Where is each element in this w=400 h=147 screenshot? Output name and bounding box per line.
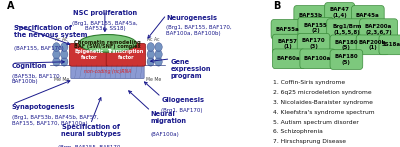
Text: SS18a: SS18a bbox=[382, 42, 400, 47]
Text: 7. Hirschsprung Disease: 7. Hirschsprung Disease bbox=[273, 139, 346, 144]
Ellipse shape bbox=[79, 35, 136, 52]
FancyBboxPatch shape bbox=[379, 35, 400, 55]
Text: Ac Ac: Ac Ac bbox=[147, 37, 160, 42]
Ellipse shape bbox=[147, 57, 154, 66]
Ellipse shape bbox=[60, 50, 68, 59]
Text: Epigenetic
factor: Epigenetic factor bbox=[74, 49, 104, 60]
Text: 2. 6q25 microdeletion syndrome: 2. 6q25 microdeletion syndrome bbox=[273, 90, 371, 95]
Text: Chromatin remodeling: Chromatin remodeling bbox=[74, 40, 141, 45]
FancyBboxPatch shape bbox=[272, 34, 302, 54]
Text: non-coding (nc)RNA: non-coding (nc)RNA bbox=[84, 69, 131, 74]
Ellipse shape bbox=[155, 57, 162, 66]
Text: Gliogenesis: Gliogenesis bbox=[161, 97, 204, 103]
Text: BAF200b
(1): BAF200b (1) bbox=[359, 40, 386, 50]
Ellipse shape bbox=[155, 50, 162, 59]
Text: Transcription
factor: Transcription factor bbox=[108, 49, 144, 60]
Text: Gene
expression
program: Gene expression program bbox=[170, 59, 211, 79]
Text: (Brg1, BAF155, BAF45a,
BAF53a, SS18): (Brg1, BAF155, BAF45a, BAF53a, SS18) bbox=[72, 21, 138, 31]
Text: (BAF155, BAF170): (BAF155, BAF170) bbox=[14, 46, 64, 51]
Text: (BAF100a): (BAF100a) bbox=[151, 132, 180, 137]
Text: BAF200a
(2,3,6,7): BAF200a (2,3,6,7) bbox=[365, 24, 392, 35]
Text: 6. Schizophrenia: 6. Schizophrenia bbox=[273, 129, 322, 134]
Text: BAF155
(2): BAF155 (2) bbox=[304, 23, 328, 33]
Text: (BAF53b, BAF170,
BAF100b): (BAF53b, BAF170, BAF100b) bbox=[12, 74, 61, 84]
Text: 3. Nicolaides-Baraister syndrome: 3. Nicolaides-Baraister syndrome bbox=[273, 100, 372, 105]
Ellipse shape bbox=[53, 57, 60, 66]
FancyBboxPatch shape bbox=[298, 17, 333, 39]
Text: A: A bbox=[7, 1, 14, 11]
Text: Synapotogenesis: Synapotogenesis bbox=[12, 104, 75, 110]
FancyBboxPatch shape bbox=[271, 20, 304, 39]
Text: NSC proliferation: NSC proliferation bbox=[73, 10, 137, 16]
Ellipse shape bbox=[147, 50, 154, 59]
Text: 5. Autism spectrum disorder: 5. Autism spectrum disorder bbox=[273, 120, 358, 125]
Ellipse shape bbox=[155, 43, 162, 51]
FancyBboxPatch shape bbox=[300, 49, 335, 69]
Text: (Brm, BAF155, BAF170,
BAF100a, BAF100b): (Brm, BAF155, BAF170, BAF100a, BAF100b) bbox=[58, 145, 122, 147]
FancyBboxPatch shape bbox=[327, 19, 368, 40]
Text: Me Me: Me Me bbox=[146, 77, 161, 82]
Text: Neural
migration: Neural migration bbox=[151, 111, 187, 124]
Text: Ac Ac: Ac Ac bbox=[55, 37, 68, 42]
Text: BAF180
(5): BAF180 (5) bbox=[334, 40, 358, 50]
Ellipse shape bbox=[53, 50, 60, 59]
Text: Cognition: Cognition bbox=[12, 63, 47, 69]
Text: Specification of
neural subtypes: Specification of neural subtypes bbox=[60, 124, 120, 137]
FancyBboxPatch shape bbox=[294, 6, 326, 25]
FancyBboxPatch shape bbox=[352, 6, 384, 25]
FancyBboxPatch shape bbox=[325, 3, 355, 22]
Text: Me Me: Me Me bbox=[54, 77, 69, 82]
Text: Brg1/Brm
(1,5,5,8): Brg1/Brm (1,5,5,8) bbox=[332, 24, 362, 35]
Ellipse shape bbox=[60, 57, 68, 66]
FancyBboxPatch shape bbox=[106, 43, 146, 66]
Text: BAF (SWI/SNF) complex: BAF (SWI/SNF) complex bbox=[74, 44, 141, 49]
Text: 1. Coffin-Siris syndrome: 1. Coffin-Siris syndrome bbox=[273, 80, 345, 85]
Text: 4. Kleefstra's syndrome spectrum: 4. Kleefstra's syndrome spectrum bbox=[273, 110, 374, 115]
Text: BAF55a: BAF55a bbox=[276, 27, 299, 32]
Ellipse shape bbox=[60, 43, 68, 51]
Text: Neurogenesis: Neurogenesis bbox=[166, 15, 218, 21]
Text: BAF60a: BAF60a bbox=[277, 56, 300, 61]
FancyBboxPatch shape bbox=[360, 19, 398, 40]
Text: BAF47
(1,4): BAF47 (1,4) bbox=[330, 7, 350, 18]
FancyBboxPatch shape bbox=[356, 35, 389, 55]
Text: BAF180
(5): BAF180 (5) bbox=[334, 54, 358, 65]
Text: BAF57
(1): BAF57 (1) bbox=[278, 39, 298, 49]
Ellipse shape bbox=[53, 43, 60, 51]
Text: (Brg1, BAF155, BAF170,
BAF100a, BAF100b): (Brg1, BAF155, BAF170, BAF100a, BAF100b) bbox=[166, 25, 232, 36]
Text: BAF100a: BAF100a bbox=[304, 56, 331, 61]
Text: (Brg1, BAF170): (Brg1, BAF170) bbox=[161, 108, 203, 113]
FancyBboxPatch shape bbox=[272, 49, 305, 69]
Text: B: B bbox=[273, 1, 280, 11]
Text: BAF45a: BAF45a bbox=[356, 13, 380, 18]
FancyBboxPatch shape bbox=[330, 35, 363, 55]
FancyBboxPatch shape bbox=[297, 34, 330, 53]
Text: BAF170
(3): BAF170 (3) bbox=[302, 38, 325, 49]
Ellipse shape bbox=[147, 43, 154, 51]
Text: (Brg1, BAF53b, BAF45b, BAF57,
BAF155, BAF170, BAF100a): (Brg1, BAF53b, BAF45b, BAF57, BAF155, BA… bbox=[12, 115, 98, 126]
Text: Specification of
the nervous system: Specification of the nervous system bbox=[14, 25, 88, 38]
Text: BAF53b: BAF53b bbox=[298, 13, 322, 18]
FancyBboxPatch shape bbox=[70, 43, 109, 66]
FancyBboxPatch shape bbox=[71, 64, 144, 79]
FancyBboxPatch shape bbox=[330, 50, 363, 69]
